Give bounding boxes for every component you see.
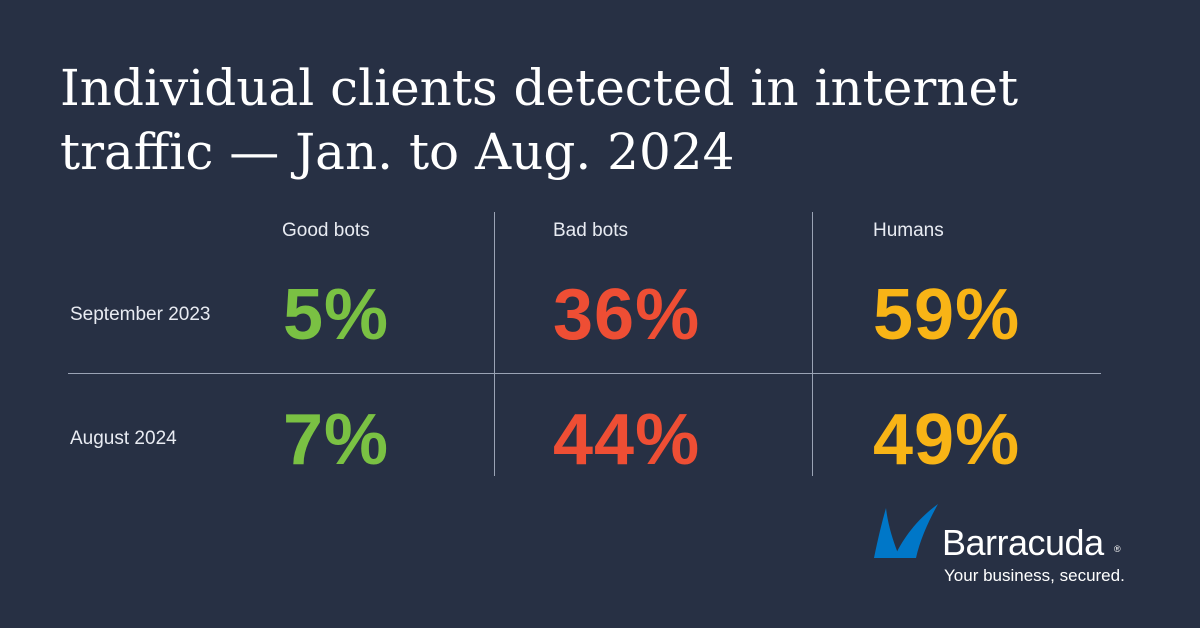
column-divider bbox=[494, 212, 495, 476]
column-header-bad-bots: Bad bots bbox=[553, 220, 628, 241]
value-good-bots-sep-2023: 5% bbox=[283, 275, 390, 355]
row-label-august-2024: August 2024 bbox=[70, 428, 177, 449]
value-good-bots-aug-2024: 7% bbox=[283, 400, 390, 480]
value-humans-sep-2023: 59% bbox=[873, 275, 1021, 355]
registered-mark: ® bbox=[1114, 544, 1121, 554]
value-bad-bots-sep-2023: 36% bbox=[553, 275, 701, 355]
logo-tagline: Your business, secured. bbox=[944, 566, 1125, 585]
value-humans-aug-2024: 49% bbox=[873, 400, 1021, 480]
column-header-good-bots: Good bots bbox=[282, 220, 370, 241]
row-divider bbox=[68, 373, 1101, 374]
column-header-humans: Humans bbox=[873, 220, 944, 241]
shark-fin-icon bbox=[874, 504, 938, 558]
chart-title: Individual clients detected in internet … bbox=[60, 59, 1019, 181]
value-bad-bots-aug-2024: 44% bbox=[553, 400, 701, 480]
barracuda-logo: Barracuda ® Your business, secured. bbox=[872, 500, 1132, 590]
column-divider bbox=[812, 212, 813, 476]
row-label-september-2023: September 2023 bbox=[70, 304, 211, 325]
logo-wordmark: Barracuda bbox=[942, 522, 1104, 563]
